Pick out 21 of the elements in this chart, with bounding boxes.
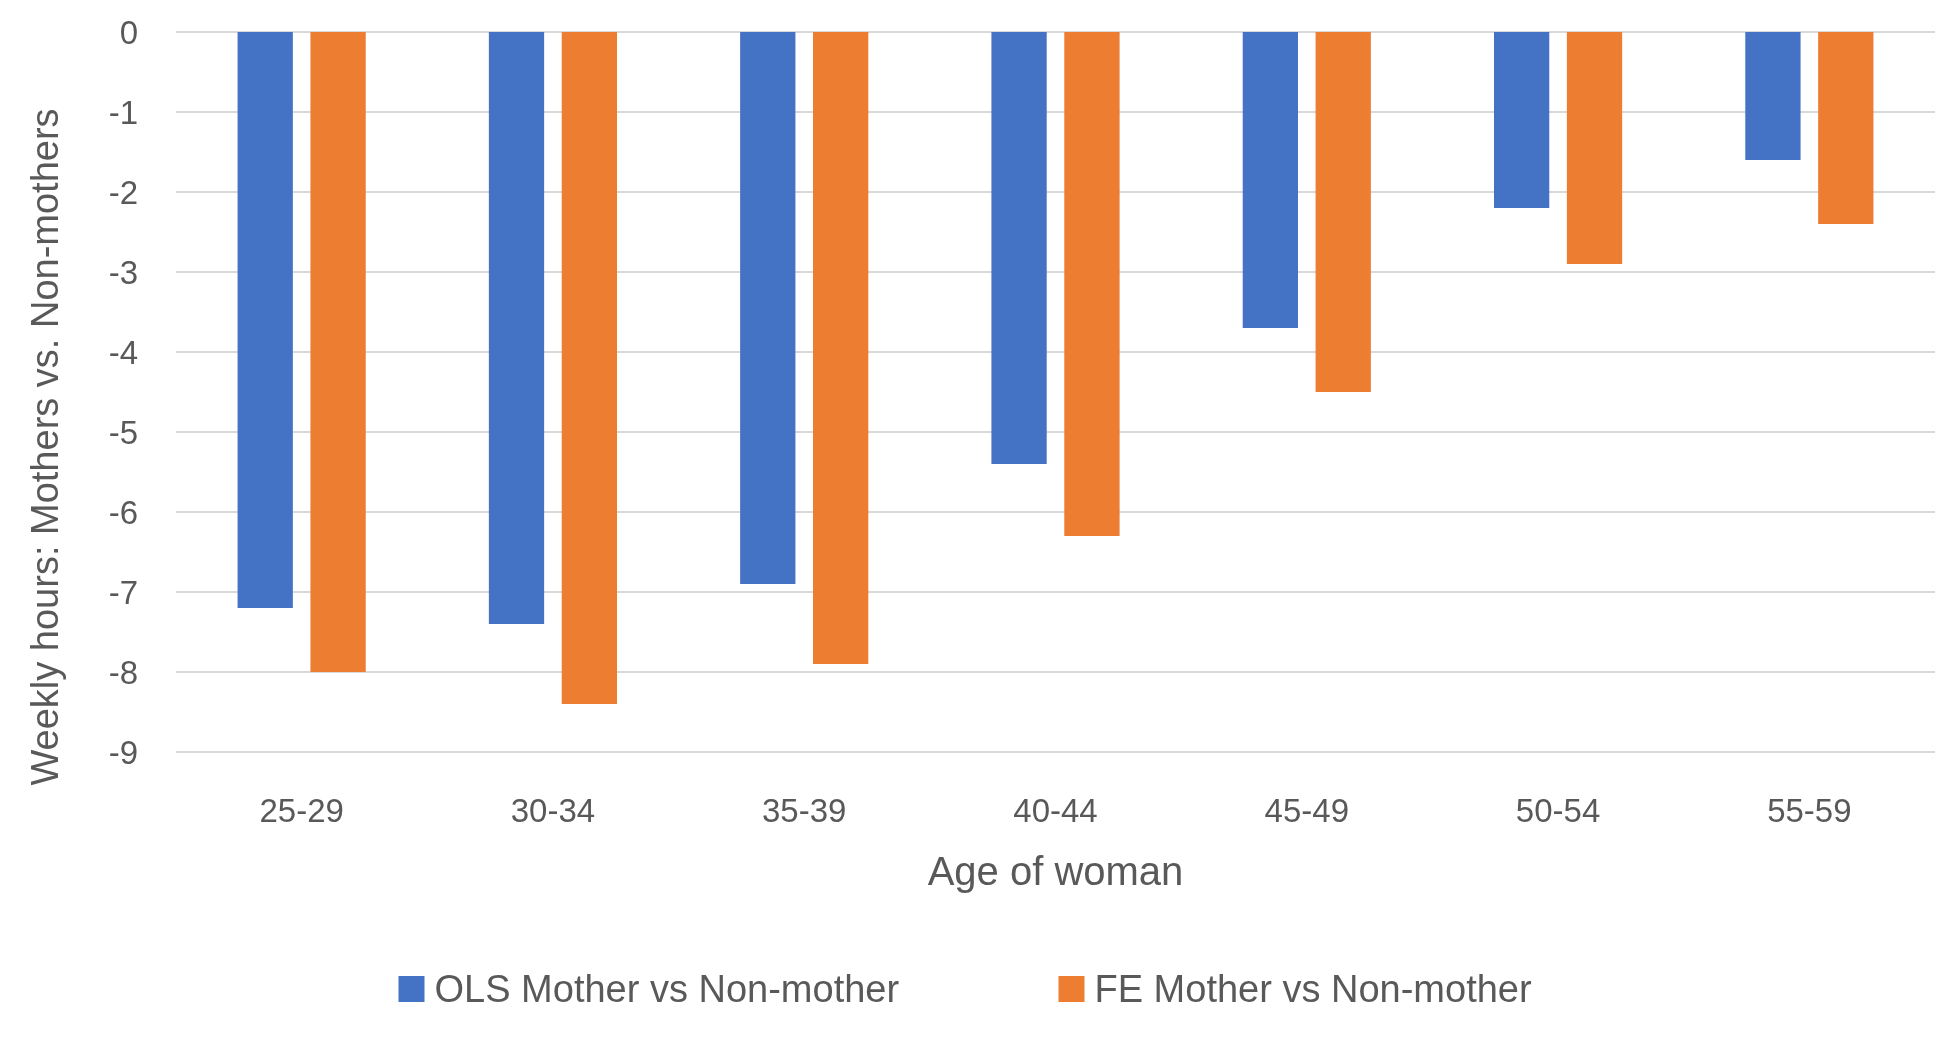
x-tick-label: 50-54 bbox=[1515, 792, 1601, 829]
x-tick-label: 25-29 bbox=[259, 792, 344, 829]
y-tick-label: -1 bbox=[108, 93, 138, 131]
y-tick-label: -8 bbox=[108, 653, 138, 691]
x-tick-label: 35-39 bbox=[762, 792, 847, 829]
y-tick-label: -2 bbox=[108, 173, 138, 211]
y-tick-label: -7 bbox=[108, 573, 138, 611]
y-axis-title: Weekly hours: Mothers vs. Non-mothers bbox=[24, 108, 66, 786]
x-tick-label: 30-34 bbox=[510, 792, 596, 829]
y-tick-label: -9 bbox=[108, 733, 138, 771]
y-tick-label: -6 bbox=[108, 493, 138, 531]
y-tick-label: -4 bbox=[108, 333, 138, 371]
x-tick-label: 55-59 bbox=[1767, 792, 1852, 829]
y-tick-label: -3 bbox=[108, 253, 138, 291]
x-tick-label: 40-44 bbox=[1013, 792, 1098, 829]
y-tick-label: -5 bbox=[108, 413, 138, 451]
x-tick-label: 45-49 bbox=[1264, 792, 1349, 829]
legend-label: FE Mother vs Non-mother bbox=[1094, 968, 1532, 1010]
legend-label: OLS Mother vs Non-mother bbox=[434, 968, 900, 1010]
y-tick-label: 0 bbox=[119, 13, 138, 51]
x-axis-title: Age of woman bbox=[927, 849, 1184, 893]
